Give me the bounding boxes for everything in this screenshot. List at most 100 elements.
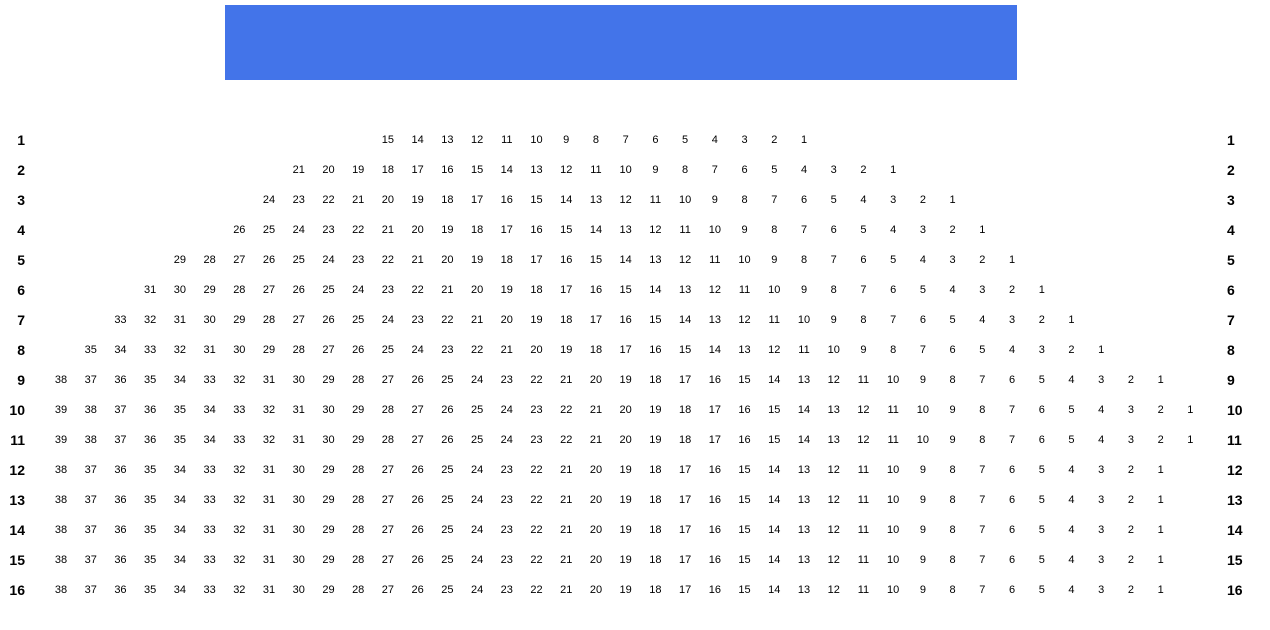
seat[interactable]: 35	[173, 434, 186, 446]
seat[interactable]: 23	[500, 374, 513, 386]
seat[interactable]: 18	[649, 554, 662, 566]
seat[interactable]: 8	[860, 314, 867, 326]
seat[interactable]: 4	[1068, 494, 1075, 506]
seat[interactable]: 5	[1068, 434, 1075, 446]
seat[interactable]: 2	[1127, 494, 1134, 506]
seat[interactable]: 12	[827, 554, 840, 566]
seat[interactable]: 14	[708, 344, 721, 356]
seat[interactable]: 21	[589, 404, 603, 416]
seat[interactable]: 14	[589, 224, 603, 236]
seat[interactable]: 36	[144, 434, 157, 446]
seat[interactable]: 19	[619, 524, 632, 536]
seat[interactable]: 3	[949, 254, 956, 266]
seat[interactable]: 35	[144, 524, 157, 536]
seat[interactable]: 21	[589, 434, 603, 446]
seat[interactable]: 30	[233, 344, 246, 356]
seat[interactable]: 20	[589, 494, 603, 506]
seat[interactable]: 31	[262, 584, 276, 596]
seat[interactable]: 6	[830, 224, 837, 236]
seat[interactable]: 24	[411, 344, 424, 356]
seat[interactable]: 2	[1157, 434, 1164, 446]
seat[interactable]: 28	[233, 284, 246, 296]
seat[interactable]: 32	[233, 554, 246, 566]
seat[interactable]: 26	[352, 344, 365, 356]
seat[interactable]: 20	[322, 164, 335, 176]
seat[interactable]: 16	[441, 164, 454, 176]
seat[interactable]: 31	[292, 404, 305, 416]
seat[interactable]: 37	[84, 524, 97, 536]
seat[interactable]: 7	[711, 164, 718, 176]
seat[interactable]: 9	[800, 284, 808, 296]
seat[interactable]: 5	[890, 254, 897, 266]
seat[interactable]: 8	[592, 134, 600, 146]
seat[interactable]: 1	[1038, 284, 1045, 296]
seat[interactable]: 16	[589, 284, 603, 296]
seat[interactable]: 8	[800, 254, 808, 266]
seat[interactable]: 28	[381, 434, 395, 446]
seat[interactable]: 31	[292, 434, 305, 446]
seat[interactable]: 27	[411, 434, 424, 446]
seat[interactable]: 12	[827, 584, 840, 596]
seat[interactable]: 28	[262, 314, 276, 326]
seat[interactable]: 2	[860, 164, 867, 176]
seat[interactable]: 25	[441, 374, 454, 386]
seat[interactable]: 6	[1008, 494, 1016, 506]
seat[interactable]: 36	[114, 464, 127, 476]
seat[interactable]: 13	[708, 314, 721, 326]
seat[interactable]: 28	[381, 404, 395, 416]
seat[interactable]: 30	[292, 374, 305, 386]
seat[interactable]: 30	[173, 284, 186, 296]
seat[interactable]: 26	[292, 284, 305, 296]
seat[interactable]: 17	[411, 164, 424, 176]
seat[interactable]: 8	[949, 374, 956, 386]
seat[interactable]: 23	[322, 224, 335, 236]
seat[interactable]: 13	[530, 164, 543, 176]
seat[interactable]: 10	[738, 254, 751, 266]
seat[interactable]: 7	[979, 374, 986, 386]
seat[interactable]: 36	[114, 584, 127, 596]
seat[interactable]: 3	[1008, 314, 1016, 326]
seat[interactable]: 1	[1157, 494, 1164, 506]
seat[interactable]: 1	[979, 224, 986, 236]
seat[interactable]: 27	[411, 404, 424, 416]
seat[interactable]: 15	[738, 584, 751, 596]
seat[interactable]: 28	[352, 554, 365, 566]
seat[interactable]: 11	[768, 314, 780, 326]
seat[interactable]: 20	[589, 374, 603, 386]
seat[interactable]: 4	[979, 314, 986, 326]
seat[interactable]: 22	[560, 404, 573, 416]
seat[interactable]: 20	[619, 434, 632, 446]
seat[interactable]: 20	[589, 464, 603, 476]
seat[interactable]: 10	[887, 494, 900, 506]
seat[interactable]: 20	[619, 404, 632, 416]
seat[interactable]: 3	[1098, 554, 1105, 566]
seat[interactable]: 22	[560, 434, 573, 446]
seat[interactable]: 7	[979, 584, 986, 596]
seat[interactable]: 5	[949, 314, 956, 326]
seat[interactable]: 30	[292, 584, 305, 596]
seat[interactable]: 10	[916, 434, 929, 446]
seat[interactable]: 1	[949, 194, 956, 206]
seat[interactable]: 6	[890, 284, 897, 296]
seat[interactable]: 19	[470, 254, 484, 266]
seat[interactable]: 9	[919, 494, 926, 506]
seat[interactable]: 1	[1187, 404, 1194, 416]
seat[interactable]: 14	[768, 494, 781, 506]
seat[interactable]: 23	[441, 344, 454, 356]
seat[interactable]: 33	[203, 374, 216, 386]
seat[interactable]: 25	[381, 344, 395, 356]
seat[interactable]: 7	[890, 314, 897, 326]
seat[interactable]: 25	[441, 524, 454, 536]
seat[interactable]: 3	[830, 164, 837, 176]
seat[interactable]: 13	[797, 374, 811, 386]
seat[interactable]: 28	[352, 374, 365, 386]
seat[interactable]: 10	[797, 314, 811, 326]
seat[interactable]: 10	[887, 464, 900, 476]
seat[interactable]: 23	[292, 194, 305, 206]
seat[interactable]: 1	[1068, 314, 1075, 326]
seat[interactable]: 5	[860, 224, 867, 236]
seat[interactable]: 34	[203, 434, 216, 446]
seat[interactable]: 7	[919, 344, 926, 356]
seat[interactable]: 1	[1157, 554, 1164, 566]
seat[interactable]: 19	[530, 314, 543, 326]
